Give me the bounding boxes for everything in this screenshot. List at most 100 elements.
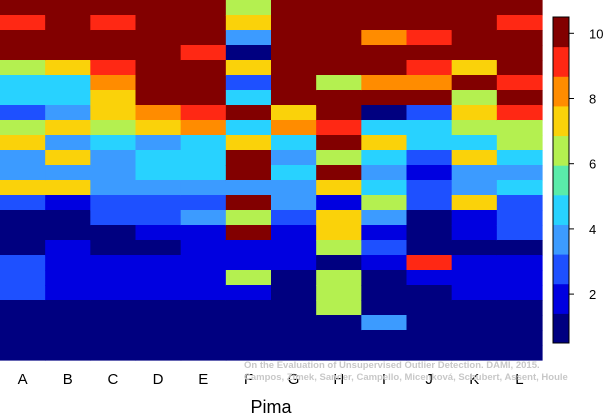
heatmap-cell xyxy=(361,30,408,46)
heatmap-cell xyxy=(406,30,453,46)
heatmap-cell xyxy=(180,240,227,256)
heatmap-cell xyxy=(225,225,272,241)
heatmap-cell xyxy=(90,330,137,346)
colorbar-segment xyxy=(553,224,569,255)
heatmap-cell xyxy=(180,285,227,301)
heatmap-cells xyxy=(0,0,543,361)
heatmap-cell xyxy=(90,165,137,181)
heatmap-cell xyxy=(316,75,362,91)
heatmap-cell xyxy=(45,225,91,241)
heatmap-cell xyxy=(90,0,137,16)
heatmap-cell xyxy=(90,210,137,226)
heatmap-cell xyxy=(225,15,272,31)
heatmap-cell xyxy=(316,180,362,196)
heatmap-cell xyxy=(45,165,91,181)
heatmap-cell xyxy=(496,330,543,346)
heatmap-cell xyxy=(451,105,498,121)
heatmap-cell xyxy=(496,150,543,166)
heatmap-cell xyxy=(451,225,498,241)
heatmap-cell xyxy=(361,165,408,181)
heatmap-cell xyxy=(451,285,498,301)
heatmap-cell xyxy=(451,60,498,76)
heatmap-cell xyxy=(90,150,137,166)
heatmap-cell xyxy=(406,45,453,61)
heatmap-cell xyxy=(0,45,46,61)
heatmap-cell xyxy=(225,120,272,136)
heatmap-cell xyxy=(90,255,137,271)
heatmap-cell xyxy=(135,45,182,61)
heatmap-cell xyxy=(361,345,408,361)
heatmap-cell xyxy=(451,15,498,31)
heatmap-cell xyxy=(225,45,272,61)
heatmap-cell xyxy=(316,15,362,31)
heatmap-cell xyxy=(180,90,227,106)
heatmap-cell xyxy=(271,120,317,136)
heatmap-cell xyxy=(135,210,182,226)
heatmap-cell xyxy=(406,120,453,136)
colorbar-segment xyxy=(553,165,569,196)
heatmap-cell xyxy=(496,270,543,286)
heatmap-cell xyxy=(45,270,91,286)
heatmap-cell xyxy=(225,345,272,361)
heatmap-cell xyxy=(45,90,91,106)
heatmap-cell xyxy=(316,165,362,181)
heatmap-cell xyxy=(496,195,543,211)
heatmap-cell xyxy=(496,285,543,301)
heatmap-cell xyxy=(45,30,91,46)
heatmap-cell xyxy=(316,210,362,226)
x-tick-label: H xyxy=(333,371,344,388)
heatmap-cell xyxy=(0,255,46,271)
heatmap-cell xyxy=(135,90,182,106)
heatmap-cell xyxy=(406,315,453,331)
x-tick-labels: A B C D E F G H I J K L xyxy=(18,371,524,388)
heatmap-cell xyxy=(496,255,543,271)
heatmap-cell xyxy=(496,345,543,361)
heatmap-cell xyxy=(135,270,182,286)
heatmap-cell xyxy=(90,270,137,286)
heatmap-cell xyxy=(406,165,453,181)
heatmap-cell xyxy=(451,0,498,16)
heatmap-cell xyxy=(135,255,182,271)
heatmap-cell xyxy=(361,330,408,346)
heatmap-cell xyxy=(180,270,227,286)
heatmap-cell xyxy=(316,315,362,331)
heatmap-cell xyxy=(225,180,272,196)
heatmap-cell xyxy=(135,60,182,76)
heatmap-cell xyxy=(451,120,498,136)
heatmap-cell xyxy=(406,330,453,346)
heatmap-cell xyxy=(271,150,317,166)
heatmap-cell xyxy=(135,105,182,121)
heatmap-cell xyxy=(0,120,46,136)
colorbar-segment xyxy=(553,194,569,225)
heatmap-cell xyxy=(45,210,91,226)
heatmap-cell xyxy=(316,270,362,286)
heatmap-cell xyxy=(406,240,453,256)
heatmap-cell xyxy=(451,210,498,226)
heatmap-cell xyxy=(45,120,91,136)
heatmap-cell xyxy=(451,135,498,151)
heatmap-cell xyxy=(180,30,227,46)
colorbar-tick-label: 6 xyxy=(589,157,596,172)
heatmap-cell xyxy=(406,60,453,76)
colorbar-segment xyxy=(553,105,569,137)
heatmap-cell xyxy=(135,15,182,31)
heatmap-cell xyxy=(271,0,317,16)
heatmap-cell xyxy=(0,315,46,331)
colorbar-tick-label: 8 xyxy=(589,92,596,107)
heatmap-cell xyxy=(496,315,543,331)
heatmap-cell xyxy=(0,300,46,316)
heatmap-cell xyxy=(135,345,182,361)
heatmap-cell xyxy=(361,255,408,271)
heatmap-cell xyxy=(135,330,182,346)
heatmap-cell xyxy=(406,210,453,226)
heatmap-cell xyxy=(316,120,362,136)
heatmap-cell xyxy=(316,45,362,61)
heatmap-cell xyxy=(271,60,317,76)
heatmap-cell xyxy=(135,240,182,256)
heatmap-cell xyxy=(180,135,227,151)
heatmap-cell xyxy=(406,300,453,316)
heatmap-cell xyxy=(45,45,91,61)
x-tick-label: G xyxy=(288,371,300,388)
x-tick-label: A xyxy=(18,371,28,388)
